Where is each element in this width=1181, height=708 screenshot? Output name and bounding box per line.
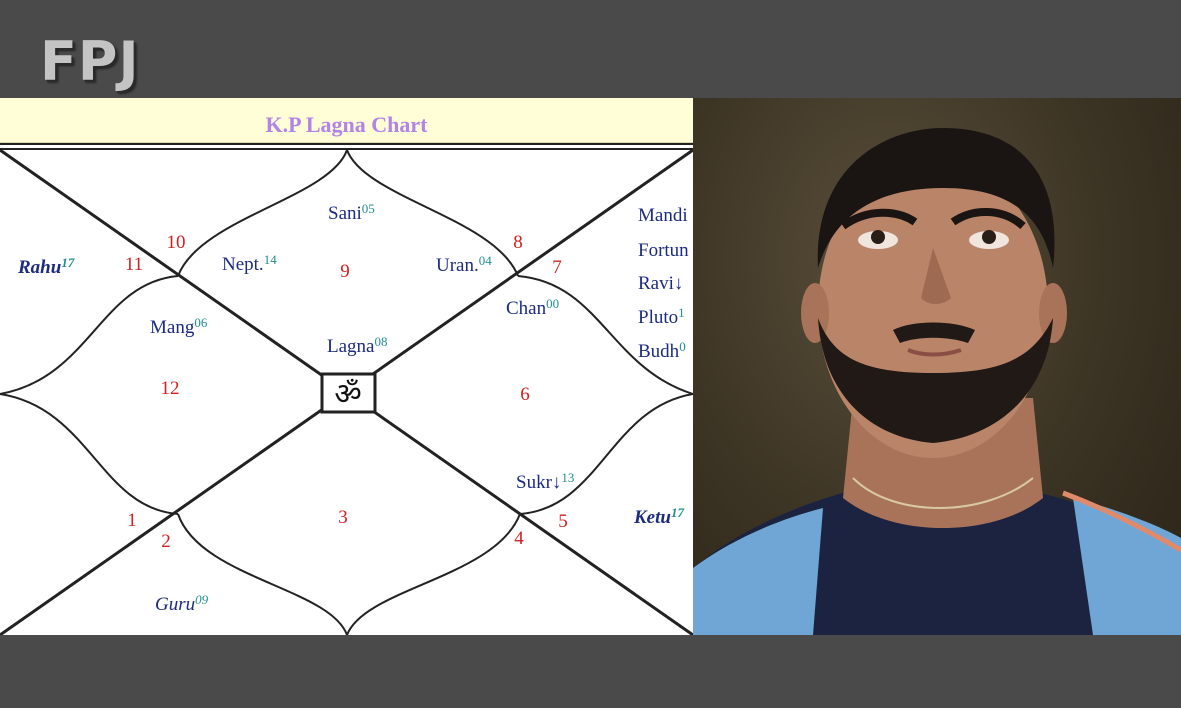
- planet-fortun: Fortun: [638, 240, 689, 261]
- house-curve-right-top: [517, 275, 693, 395]
- house-curve-left-bottom: [0, 393, 179, 515]
- house-curve-top-left: [177, 149, 348, 277]
- chart-header: K.P Lagna Chart: [0, 98, 693, 143]
- house-number-11: 11: [125, 254, 143, 275]
- house-number-3: 3: [338, 507, 348, 528]
- planet-ketu: Ketu17: [633, 505, 684, 528]
- fpj-logo: FPJ: [40, 30, 140, 93]
- lips: [907, 348, 962, 357]
- house-curve-bottom-right: [346, 513, 521, 635]
- house-number-2: 2: [161, 531, 171, 552]
- house-curve-right-bottom: [519, 393, 693, 515]
- pupil-left: [871, 230, 885, 244]
- house-number-1: 1: [127, 510, 137, 531]
- planet-ravi: Ravi↓: [638, 273, 683, 294]
- planet-budh: Budh0: [638, 339, 686, 362]
- house-curve-bottom-left: [177, 513, 348, 635]
- planet-pluto: Pluto1: [638, 305, 685, 328]
- planet-guru: Guru09: [155, 592, 209, 615]
- pupil-right: [982, 230, 996, 244]
- planet-uran: Uran.04: [436, 253, 492, 276]
- planet-nept: Nept.14: [222, 252, 277, 275]
- eyebrow-right: [950, 208, 1026, 230]
- house-number-7: 7: [552, 257, 562, 278]
- house-number-8: 8: [513, 232, 523, 253]
- kp-lagna-chart: K.P Lagna Chart ॐ 1 2 3 4 5 6 7 8 9 10 1…: [0, 98, 693, 635]
- chart-title: K.P Lagna Chart: [265, 112, 428, 137]
- nose: [921, 248, 951, 304]
- house-number-4: 4: [514, 528, 524, 549]
- neck-chain: [852, 477, 1034, 509]
- planet-sani: Sani05: [328, 201, 375, 224]
- beard: [818, 318, 1053, 443]
- house-curve-top-right: [346, 149, 519, 277]
- house-number-9: 9: [340, 261, 350, 282]
- house-number-5: 5: [558, 511, 568, 532]
- planet-rahu: Rahu17: [17, 255, 75, 278]
- hair: [817, 128, 1055, 268]
- portrait-photo: [693, 98, 1181, 635]
- mustache: [893, 322, 975, 343]
- planet-mang: Mang06: [150, 315, 208, 338]
- planet-sukr: Sukr↓13: [516, 470, 574, 493]
- center-box: [320, 372, 377, 414]
- jersey-stripe: [1062, 490, 1181, 553]
- chart-diagram: ॐ 1 2 3 4 5 6 7 8 9 10 11 12 Rahu17 Mang…: [0, 143, 693, 635]
- ear-right: [1039, 283, 1067, 343]
- om-symbol: ॐ: [334, 377, 361, 412]
- jersey-sleeve-left: [693, 508, 823, 635]
- house-number-6: 6: [520, 384, 530, 405]
- planet-mandi: Mandi: [638, 205, 688, 226]
- house-number-10: 10: [167, 232, 186, 253]
- planet-chan: Chan00: [506, 296, 559, 319]
- house-curve-left-top: [0, 275, 179, 395]
- planet-lagna: Lagna08: [327, 334, 387, 357]
- house-number-12: 12: [161, 378, 180, 399]
- eyebrow-left: [840, 208, 918, 230]
- portrait-illustration: [693, 128, 1181, 635]
